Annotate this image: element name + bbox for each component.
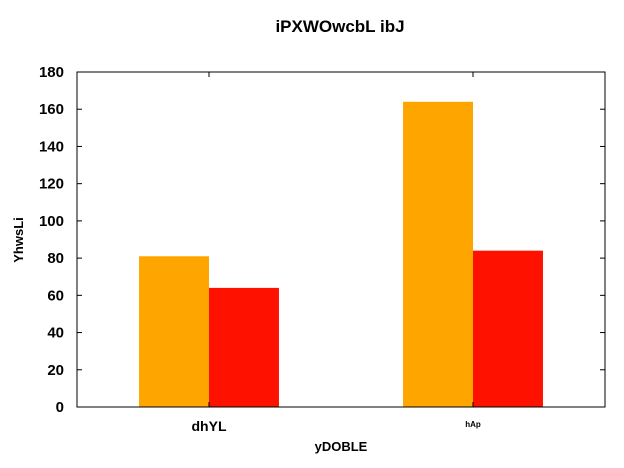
bar-hAp-series-1 (403, 101, 473, 408)
bar-dhYL-series-2 (209, 287, 279, 407)
y-tick-label: 20 (47, 362, 64, 379)
plot-frame (76, 71, 606, 408)
bars-group (139, 101, 543, 408)
y-tick-label: 0 (56, 399, 64, 416)
y-tick-label: 140 (39, 138, 64, 155)
y-axis-label: YhwsLi (11, 217, 26, 263)
x-axis: dhYL hAp (192, 72, 481, 434)
chart-title: iPXWOwcbL ibJ (275, 17, 404, 36)
y-tick-label: 60 (47, 287, 64, 304)
y-axis: 0 20 40 60 80 100 120 140 160 180 (39, 64, 605, 416)
y-tick-label: 80 (47, 250, 64, 267)
y-tick-label: 100 (39, 213, 64, 230)
bar-hAp-series-2 (473, 250, 543, 407)
x-tick-label: dhYL (192, 418, 227, 434)
x-tick-label: hAp (465, 420, 481, 429)
y-tick-label: 120 (39, 176, 64, 193)
x-axis-label: yDOBLE (315, 439, 368, 454)
y-tick-label: 40 (47, 325, 64, 342)
y-tick-label: 180 (39, 64, 64, 81)
y-tick-label: 160 (39, 101, 64, 118)
bar-dhYL-series-1 (139, 256, 209, 407)
